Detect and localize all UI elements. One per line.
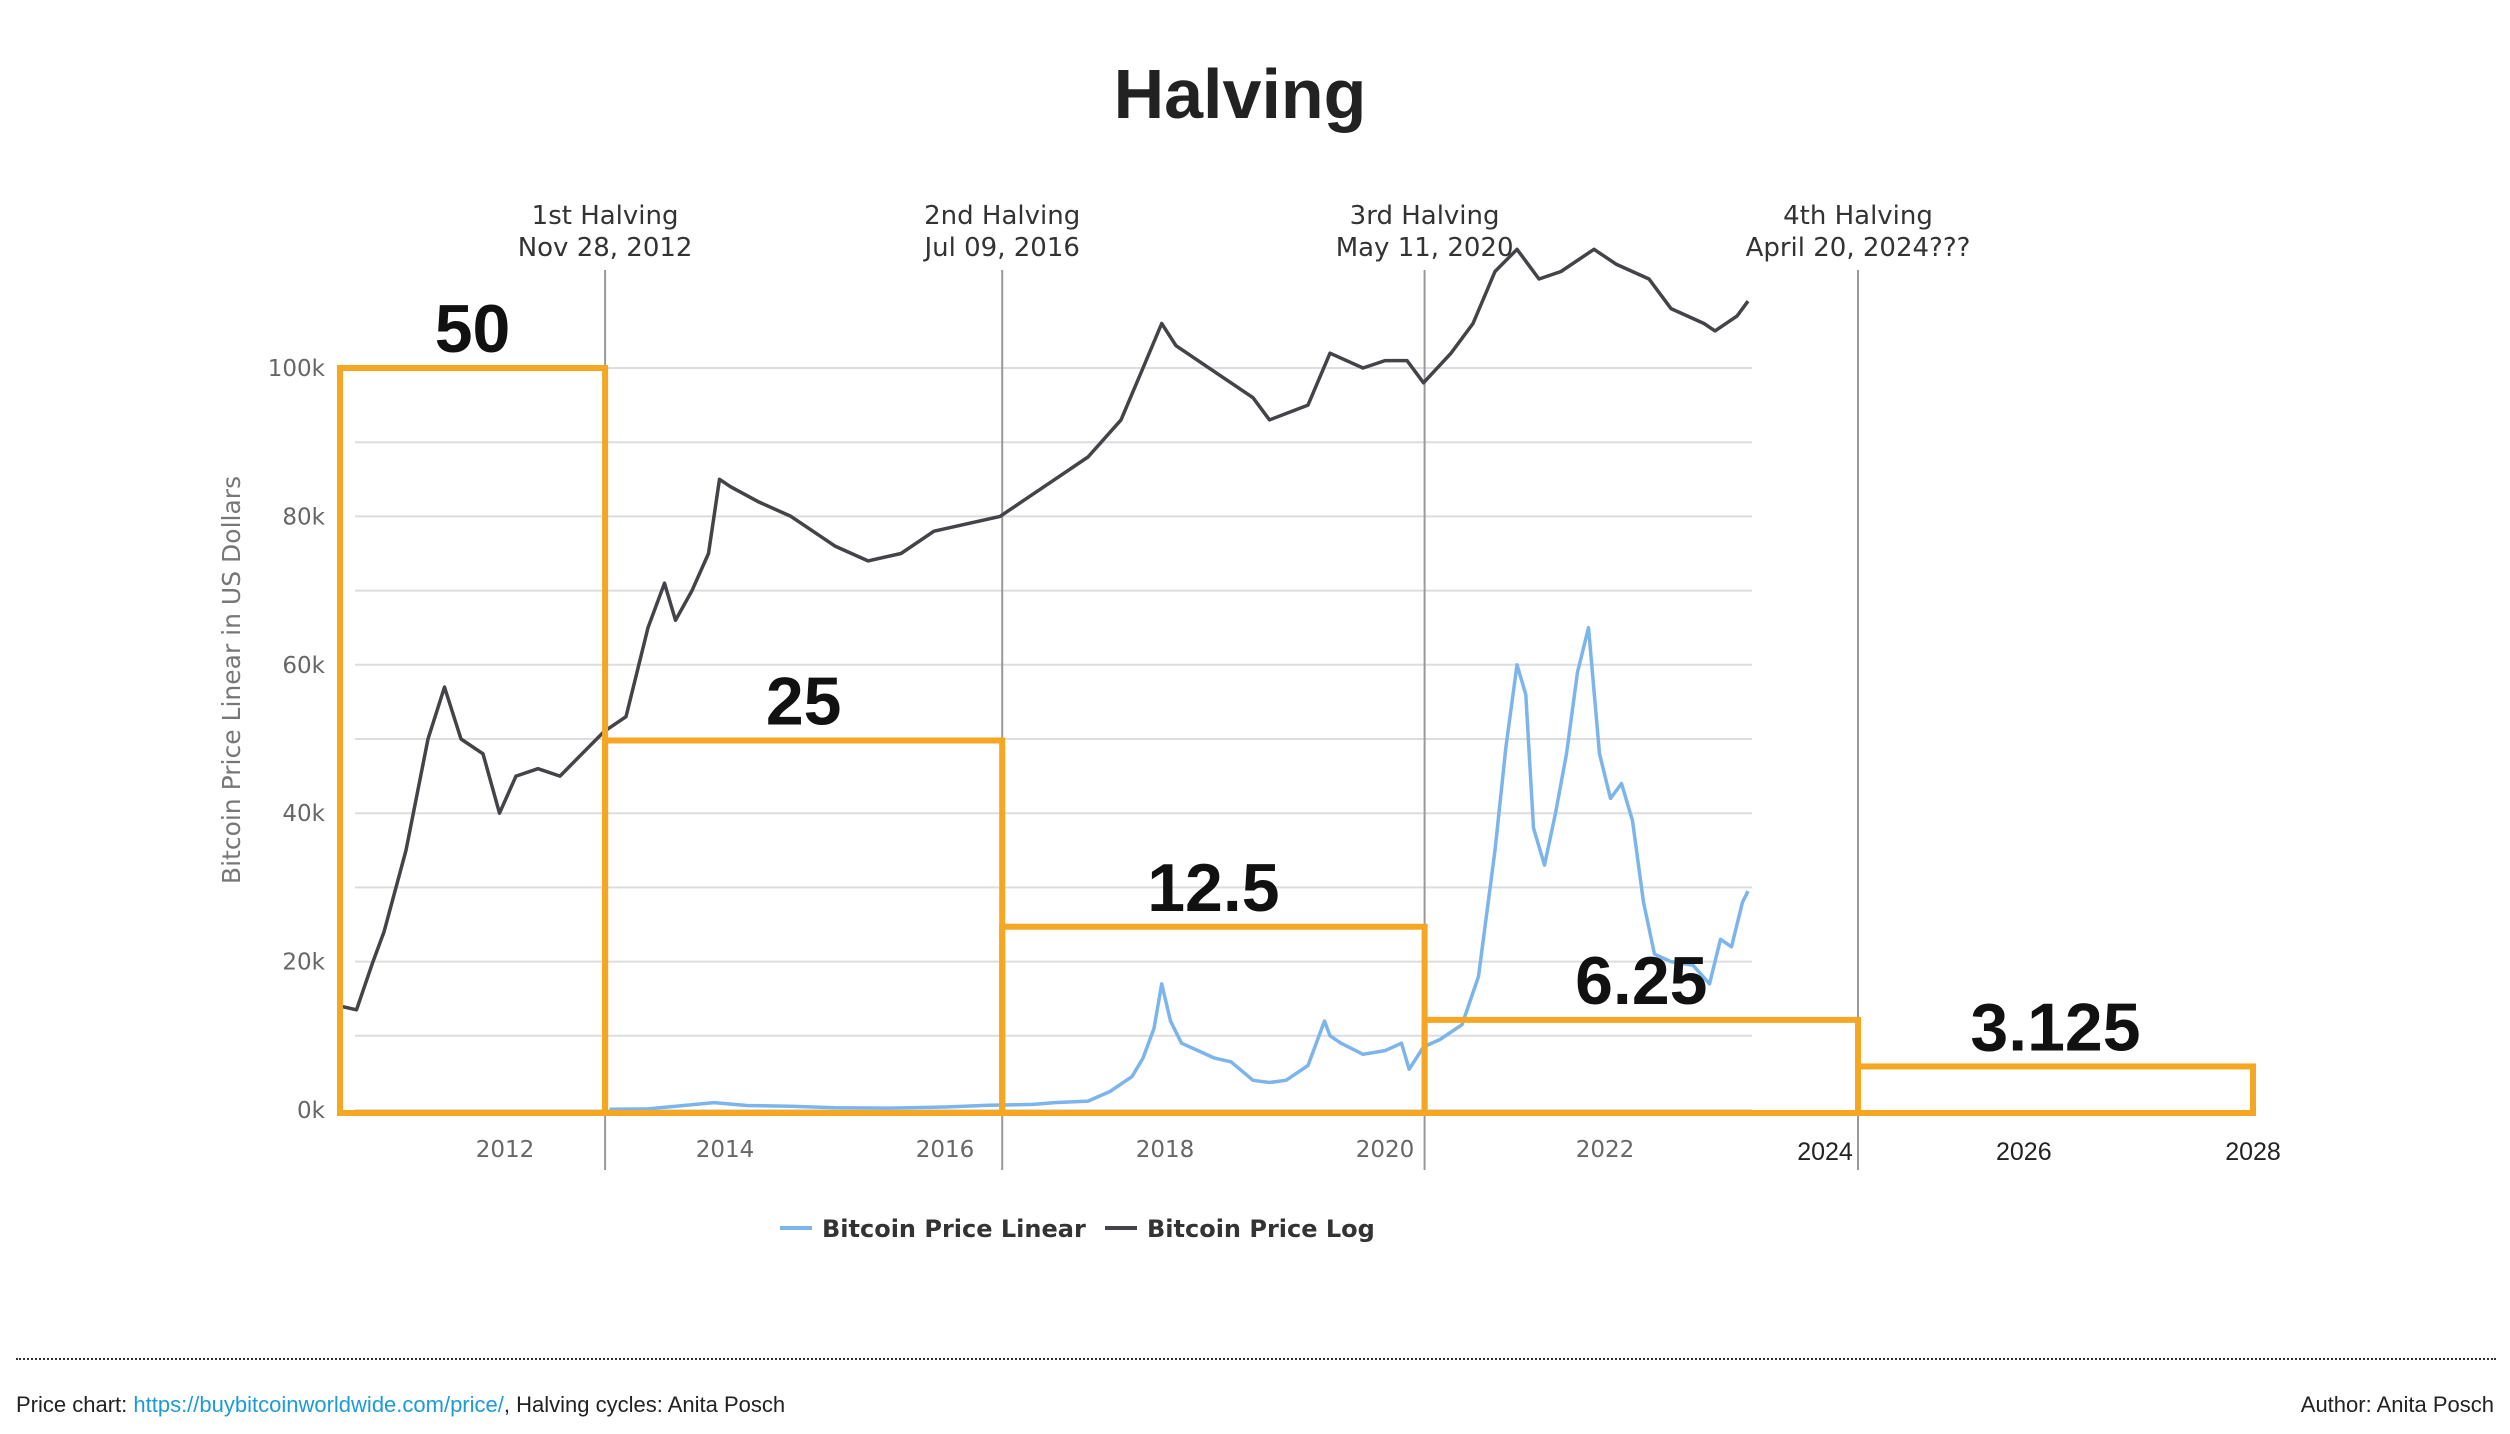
- price-series: [339, 247, 1750, 1112]
- x-tick-label: 2012: [476, 1137, 535, 1163]
- y-tick-label: 80k: [282, 504, 325, 530]
- y-axis-ticks: 0k 20k 40k 60k 80k 100k: [268, 356, 326, 1124]
- y-tick-label: 20k: [282, 950, 325, 976]
- halving-name: 1st Halving: [532, 201, 679, 231]
- reward-box: [602, 737, 1006, 1116]
- halving-date: May 11, 2020: [1336, 233, 1514, 263]
- x-axis-ticks: 2012 2014 2016 2018 2020 2022 2024 2026 2028: [476, 1137, 2281, 1166]
- x-tick-label: 2014: [696, 1137, 755, 1163]
- y-axis-label: Bitcoin Price Linear in US Dollars: [217, 476, 246, 884]
- footer-divider: [16, 1358, 2496, 1360]
- footer-prefix: Price chart:: [16, 1392, 134, 1417]
- x-tick-label: 2028: [2225, 1138, 2281, 1166]
- halving-name: 3rd Halving: [1350, 201, 1500, 231]
- footer-author: Author: Anita Posch: [2300, 1392, 2494, 1417]
- legend: Bitcoin Price Linear Bitcoin Price Log: [780, 1215, 1375, 1243]
- legend-label: Bitcoin Price Log: [1147, 1215, 1375, 1243]
- y-tick-label: 40k: [282, 801, 325, 827]
- legend-label: Bitcoin Price Linear: [822, 1215, 1086, 1243]
- reward-label: 50: [435, 291, 511, 367]
- footer-credits: Price chart: https://buybitcoinworldwide…: [16, 1392, 785, 1418]
- reward-label: 12.5: [1147, 850, 1279, 926]
- reward-box: [1421, 1016, 1861, 1116]
- y-tick-label: 0k: [297, 1098, 326, 1124]
- block-reward-steps: 50 25 12.5 6.25 3.125: [337, 291, 2256, 1116]
- halving-date: April 20, 2024???: [1746, 233, 1971, 263]
- series-line: [339, 247, 1750, 1012]
- reward-box: [1855, 1063, 2256, 1116]
- y-tick-label: 60k: [282, 653, 325, 679]
- reward-box: [999, 923, 1428, 1116]
- y-tick-label: 100k: [268, 356, 326, 382]
- footer-suffix: , Halving cycles: Anita Posch: [503, 1392, 786, 1417]
- halving-date: Jul 09, 2016: [922, 233, 1079, 263]
- chart-title: Halving: [1114, 55, 1367, 133]
- x-tick-label: 2024: [1797, 1138, 1853, 1166]
- x-tick-label: 2022: [1576, 1137, 1635, 1163]
- x-tick-label: 2016: [916, 1137, 975, 1163]
- halving-chart: Halving 0k 20k 40k 60k 80k 100k Bitcoin Price…: [217, 55, 2281, 1243]
- halving-name: 2nd Halving: [924, 201, 1080, 231]
- reward-box: [337, 365, 609, 1116]
- x-tick-label: 2020: [1356, 1137, 1415, 1163]
- halving-name: 4th Halving: [1783, 201, 1933, 231]
- x-tick-label: 2018: [1136, 1137, 1195, 1163]
- reward-label: 6.25: [1575, 943, 1707, 1019]
- x-tick-label: 2026: [1996, 1138, 2052, 1166]
- reward-label: 3.125: [1970, 989, 2140, 1065]
- halving-date: Nov 28, 2012: [518, 233, 693, 263]
- price-chart-source-link[interactable]: https://buybitcoinworldwide.com/price/: [133, 1392, 504, 1417]
- series-line: [609, 625, 1750, 1112]
- reward-label: 25: [766, 664, 842, 740]
